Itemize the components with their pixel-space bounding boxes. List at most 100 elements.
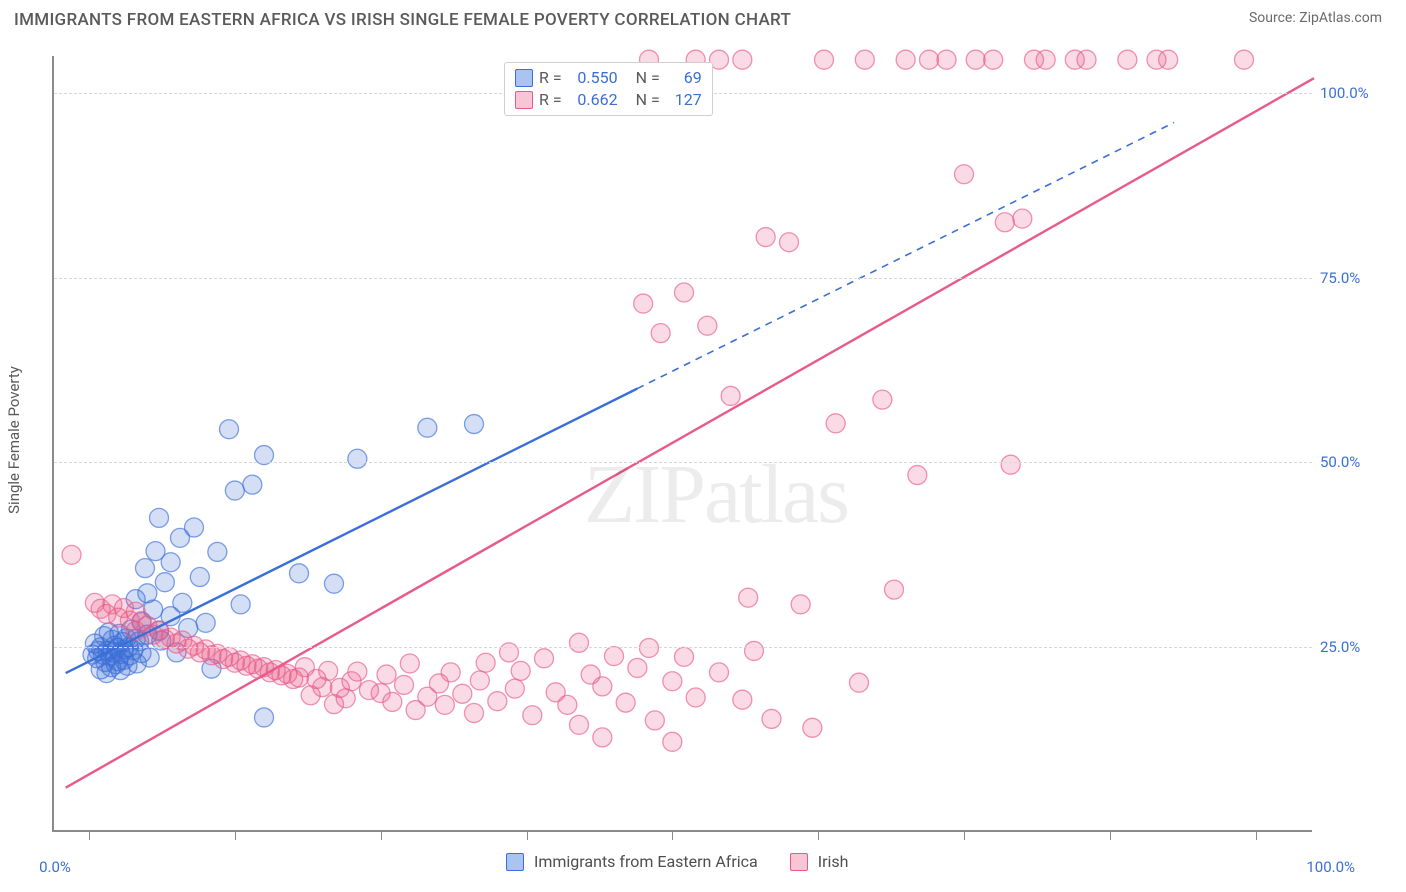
x-tick	[235, 832, 236, 840]
data-point	[616, 693, 635, 712]
data-point	[136, 559, 155, 578]
data-point	[558, 695, 577, 714]
gridline-h	[54, 647, 1312, 648]
x-tick	[672, 832, 673, 840]
gridline-h	[54, 462, 1312, 463]
gridline-h	[54, 278, 1312, 279]
data-point	[885, 580, 904, 599]
data-point	[185, 518, 204, 537]
series-legend: Immigrants from Eastern AfricaIrish	[506, 852, 848, 871]
legend-series-label: Irish	[818, 852, 849, 871]
data-point	[523, 706, 542, 725]
x-tick	[1110, 832, 1111, 840]
data-point	[470, 671, 489, 690]
data-point	[255, 708, 274, 727]
data-point	[155, 573, 174, 592]
data-point	[196, 613, 215, 632]
data-point	[762, 709, 781, 728]
legend-swatch	[506, 853, 524, 871]
legend-r-value: 0.662	[568, 89, 618, 111]
legend-r-label: R =	[539, 67, 562, 89]
data-point	[721, 386, 740, 405]
legend-row: R = 0.550 N = 69	[515, 67, 702, 89]
data-point	[593, 728, 612, 747]
data-point	[243, 475, 262, 494]
data-point	[505, 679, 524, 698]
data-point	[984, 50, 1003, 69]
x-axis-max-label: 100.0%	[1306, 858, 1355, 876]
data-point	[826, 414, 845, 433]
legend-n-value: 69	[666, 67, 702, 89]
data-point	[500, 643, 519, 662]
data-point	[920, 50, 939, 69]
data-point	[1036, 50, 1055, 69]
chart-area: ZIPatlas R =0.550N =69R =0.662N =127 25.…	[52, 56, 1386, 832]
data-point	[645, 711, 664, 730]
legend-r-label: R =	[539, 89, 562, 111]
correlation-legend: R =0.550N =69R =0.662N =127	[504, 62, 713, 116]
y-tick-label: 50.0%	[1320, 453, 1360, 471]
data-point	[663, 732, 682, 751]
data-point	[955, 165, 974, 184]
data-point	[651, 324, 670, 343]
data-point	[208, 542, 227, 561]
data-point	[1235, 50, 1254, 69]
data-point	[336, 689, 355, 708]
x-tick	[818, 832, 819, 840]
legend-r-value: 0.550	[568, 67, 618, 89]
data-point	[441, 663, 460, 682]
data-point	[383, 692, 402, 711]
x-tick	[381, 832, 382, 840]
data-point	[220, 420, 239, 439]
data-point	[476, 653, 495, 672]
data-point	[995, 213, 1014, 232]
data-point	[605, 647, 624, 666]
data-point	[231, 595, 250, 614]
data-point	[453, 684, 472, 703]
data-point	[488, 692, 507, 711]
trend-line-extrapolated	[637, 123, 1174, 389]
x-tick	[964, 832, 965, 840]
data-point	[418, 418, 437, 437]
data-point	[855, 50, 874, 69]
data-point	[173, 593, 192, 612]
data-point	[435, 695, 454, 714]
data-point	[1118, 50, 1137, 69]
legend-row: R =0.662N =127	[515, 89, 702, 111]
data-point	[815, 50, 834, 69]
data-point	[873, 390, 892, 409]
x-tick	[1256, 832, 1257, 840]
data-point	[535, 649, 554, 668]
data-point	[710, 663, 729, 682]
data-point	[628, 658, 647, 677]
legend-n-label: N =	[636, 89, 660, 111]
data-point	[400, 654, 419, 673]
data-point	[319, 661, 338, 680]
data-point	[966, 50, 985, 69]
y-axis-title: Single Female Poverty	[5, 366, 23, 514]
legend-swatch	[790, 853, 808, 871]
data-point	[1013, 209, 1032, 228]
data-point	[1159, 50, 1178, 69]
legend-n-label: N =	[636, 67, 660, 89]
data-point	[780, 233, 799, 252]
data-point	[745, 641, 764, 660]
data-point	[698, 316, 717, 335]
y-tick-label: 100.0%	[1320, 84, 1369, 102]
plot-svg	[54, 56, 1314, 832]
data-point	[803, 718, 822, 737]
data-point	[290, 564, 309, 583]
data-point	[325, 574, 344, 593]
x-tick	[527, 832, 528, 840]
data-point	[733, 690, 752, 709]
data-point	[395, 675, 414, 694]
y-tick-label: 75.0%	[1320, 269, 1360, 287]
data-point	[634, 294, 653, 313]
data-point	[937, 50, 956, 69]
data-point	[465, 415, 484, 434]
data-point	[62, 545, 81, 564]
data-point	[161, 553, 180, 572]
data-point	[908, 466, 927, 485]
legend-swatch	[515, 69, 533, 87]
x-tick	[89, 832, 90, 840]
